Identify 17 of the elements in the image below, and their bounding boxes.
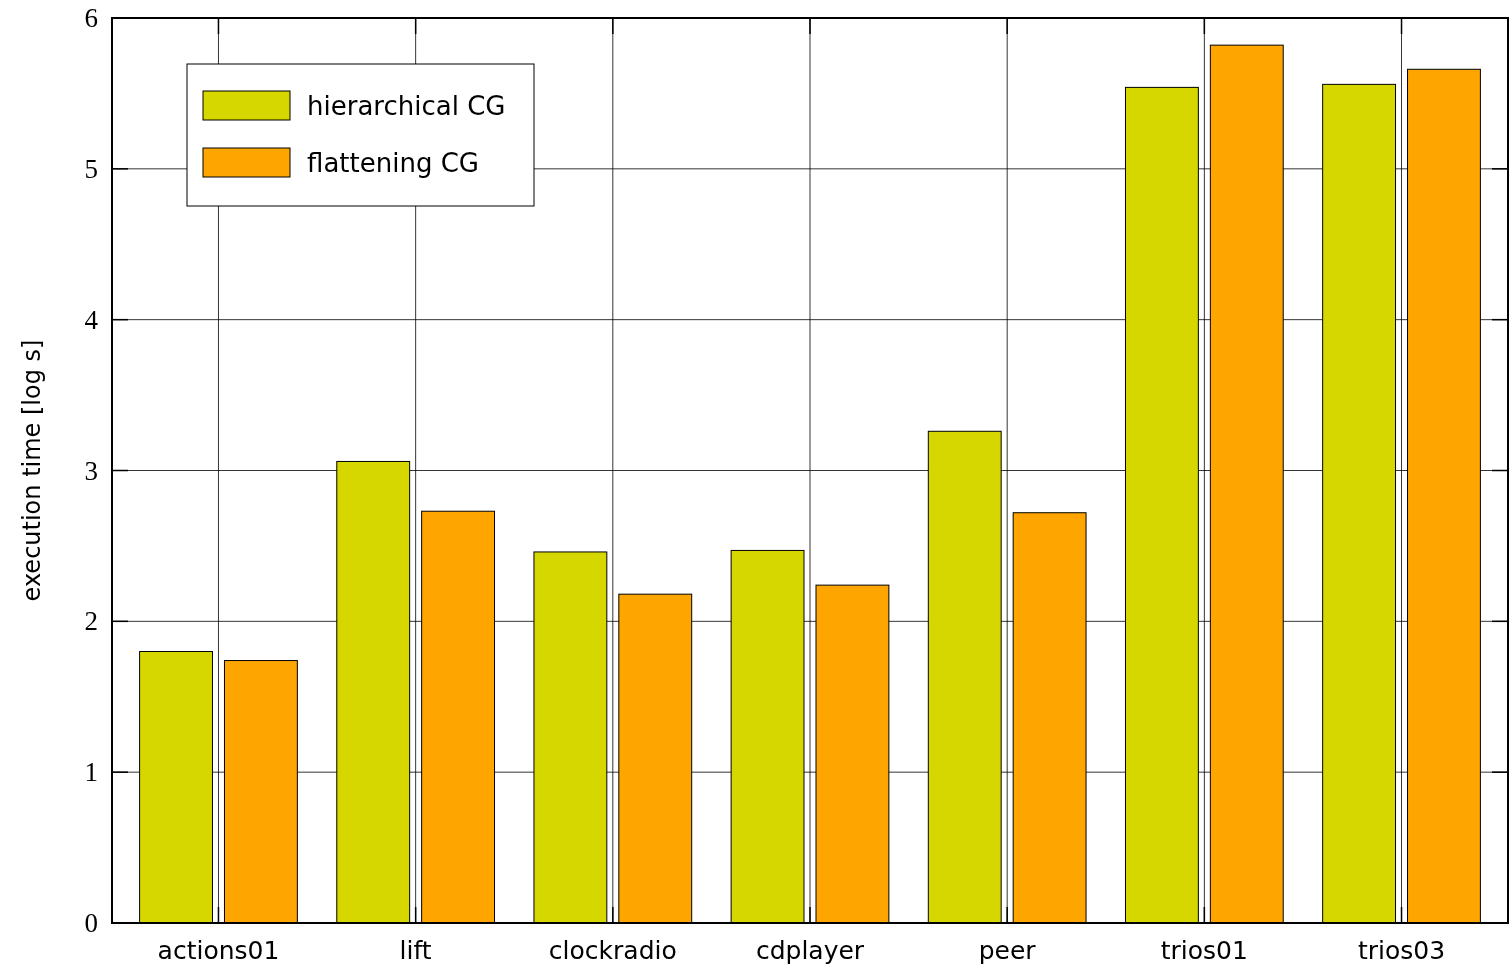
y-tick-label: 1 [84, 757, 98, 788]
y-tick-label: 6 [84, 3, 98, 34]
x-tick-label: lift [399, 935, 432, 965]
x-tick-label: trios01 [1160, 935, 1248, 965]
x-tick-label: clockradio [548, 935, 677, 965]
y-tick-label: 2 [84, 606, 98, 637]
legend-label: hierarchical CG [307, 91, 506, 121]
y-tick-label: 0 [84, 908, 98, 939]
y-tick-label: 5 [84, 153, 98, 184]
x-tick-label: cdplayer [755, 935, 865, 965]
legend-label: flattening CG [307, 148, 479, 178]
y-tick-label: 4 [84, 304, 99, 335]
y-axis-title: execution time [log s] [18, 339, 46, 602]
y-tick-label: 3 [84, 455, 98, 486]
x-tick-label: trios03 [1357, 935, 1446, 965]
x-tick-label: actions01 [157, 935, 280, 965]
x-tick-label: peer [978, 935, 1037, 965]
